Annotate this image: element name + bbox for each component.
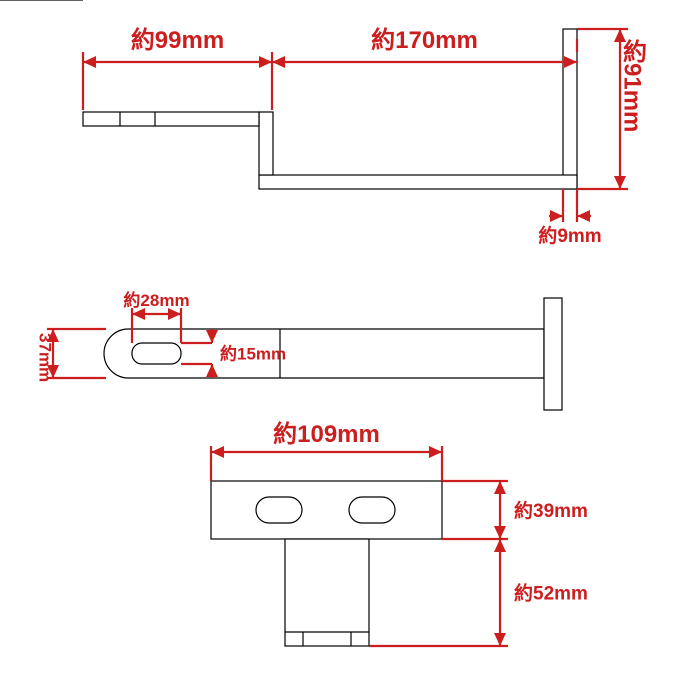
dim-28: 約28mm	[123, 290, 189, 310]
dim-109: 約109mm	[273, 420, 380, 448]
dim-9: 約9mm	[538, 224, 601, 247]
dim-39: 約39mm	[514, 499, 588, 522]
dim-91: 約91mm	[619, 38, 647, 132]
dim-37: 37mm	[36, 333, 55, 382]
dim-99: 約99mm	[131, 26, 224, 54]
dim-15: 約15mm	[220, 344, 286, 364]
dim-52: 約52mm	[514, 582, 588, 605]
dim-170: 約170mm	[371, 26, 478, 54]
